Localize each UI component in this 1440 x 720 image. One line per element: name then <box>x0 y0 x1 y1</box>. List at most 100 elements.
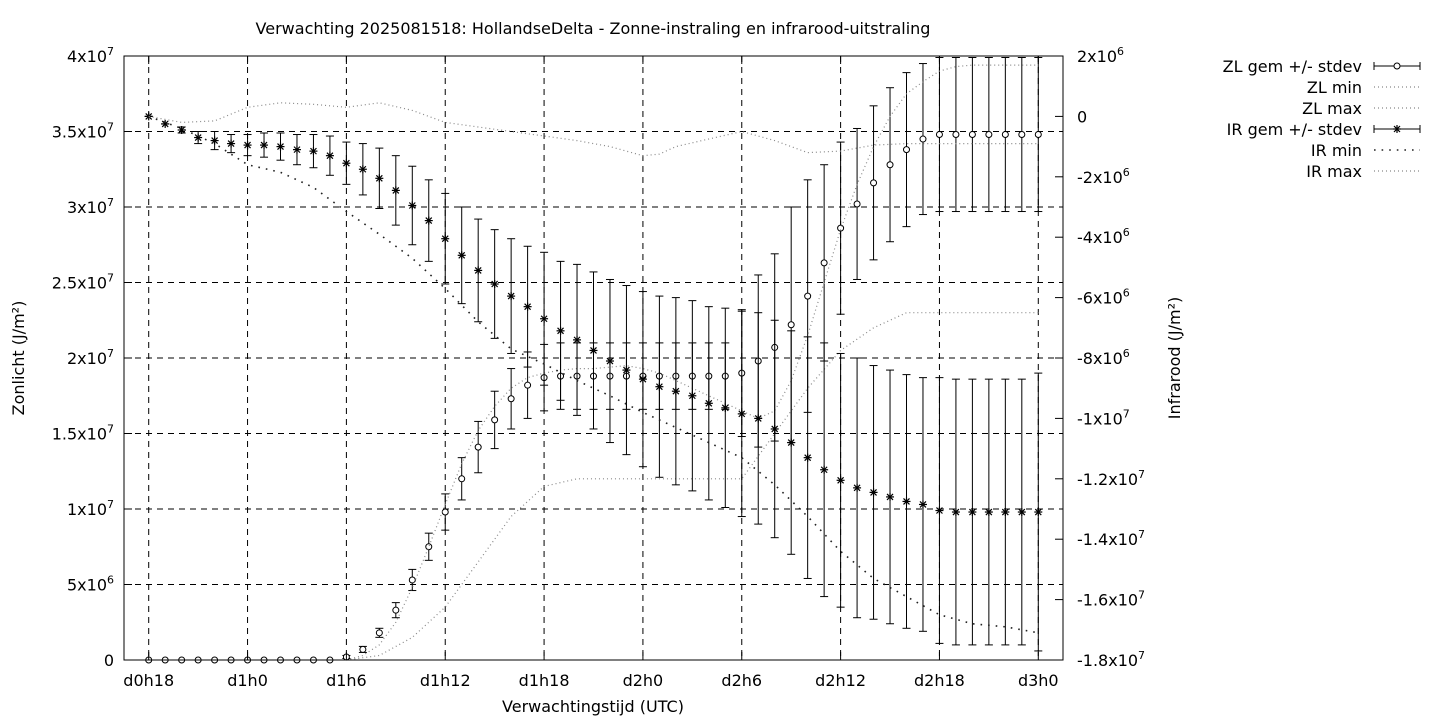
star-stroke <box>458 251 466 259</box>
data-point <box>754 414 763 423</box>
legend-marker <box>1393 125 1401 133</box>
data-point <box>787 438 796 447</box>
y2-tick-label-mantissa: -6x10 <box>1077 289 1123 308</box>
y-tick-label-exponent: 7 <box>107 347 114 360</box>
x-tick-label: d2h18 <box>914 671 965 690</box>
series-line-4 <box>148 115 1039 634</box>
data-point <box>804 292 812 300</box>
legend-marker <box>1393 62 1401 70</box>
y-axis-tick-labels: 05x1061x1071.5x1072x1072.5x1073x1073.5x1… <box>52 45 114 670</box>
y2-tick-label: -2x106 <box>1077 166 1130 187</box>
data-point <box>638 375 647 384</box>
data-point <box>507 395 515 403</box>
star-stroke <box>787 439 795 446</box>
x-tick-label: d2h12 <box>815 671 866 690</box>
data-point <box>902 497 911 506</box>
star-stroke <box>244 141 251 149</box>
x-tick-label: d1h0 <box>227 671 268 690</box>
data-point <box>770 424 779 433</box>
data-point <box>194 133 203 142</box>
data-point <box>820 465 829 474</box>
legend-label: ZL min <box>1307 78 1362 97</box>
star-stroke <box>408 202 416 209</box>
y-tick-label: 1x107 <box>67 498 114 519</box>
star-stroke <box>507 292 515 300</box>
data-point <box>342 159 351 168</box>
data-point <box>737 409 746 418</box>
y2-tick-label-mantissa: -1.4x10 <box>1077 530 1138 549</box>
data-point <box>968 508 977 517</box>
star-stroke <box>277 143 284 151</box>
star-stroke <box>705 399 713 407</box>
star-stroke <box>1393 125 1401 133</box>
star-stroke <box>853 484 861 492</box>
star-stroke <box>985 508 993 516</box>
star-stroke <box>1034 508 1042 516</box>
data-point <box>309 147 318 156</box>
y2-tick-label: -4x106 <box>1077 226 1130 247</box>
star-stroke <box>524 303 532 311</box>
y-tick-label-mantissa: 3x10 <box>67 198 107 217</box>
legend-entry: IR min <box>1311 141 1420 160</box>
star-stroke <box>474 266 482 274</box>
y-tick-label-mantissa: 1x10 <box>67 500 107 519</box>
y-tick-label: 2.5x107 <box>52 272 114 293</box>
star-stroke <box>310 147 317 155</box>
data-point <box>803 453 812 462</box>
star-stroke <box>886 493 894 501</box>
legend-entry: IR max <box>1306 162 1420 181</box>
data-point <box>605 357 614 366</box>
data-point <box>886 161 894 169</box>
y2-tick-label-exponent: 7 <box>1138 468 1145 481</box>
data-point <box>243 141 252 150</box>
data-point <box>1017 508 1026 517</box>
x-axis-title: Verwachtingstijd (UTC) <box>502 697 684 716</box>
y2-tick-label-exponent: 7 <box>1123 407 1130 420</box>
data-point <box>161 119 170 128</box>
star-stroke <box>1001 508 1009 516</box>
data-point <box>820 259 828 267</box>
star-stroke <box>491 280 499 288</box>
data-point <box>325 151 334 160</box>
data-point <box>1034 131 1042 139</box>
star-stroke <box>194 134 202 141</box>
data-point <box>540 314 549 323</box>
star-stroke <box>870 488 877 496</box>
star-stroke <box>721 404 729 412</box>
legend-label: IR max <box>1306 162 1362 181</box>
data-point <box>721 403 730 412</box>
y2-tick-label-exponent: 6 <box>1123 166 1130 179</box>
y-tick-label: 2x107 <box>67 347 114 368</box>
legend-label: ZL max <box>1302 99 1362 118</box>
data-point <box>375 174 384 183</box>
data-point <box>870 179 878 187</box>
data-point <box>474 443 482 451</box>
star-stroke <box>820 466 828 474</box>
y2-tick-label-mantissa: 2x10 <box>1077 47 1117 66</box>
star-stroke <box>425 217 433 225</box>
y2-tick-label: -1x107 <box>1077 407 1130 428</box>
y-tick-label-exponent: 7 <box>107 498 114 511</box>
data-point <box>853 483 862 492</box>
ir-errorbar-series <box>144 112 1043 652</box>
legend-entry: ZL gem +/- stdev <box>1223 57 1421 76</box>
y2-tick-label: -1.6x107 <box>1077 589 1145 610</box>
x-tick-label: d1h12 <box>420 671 471 690</box>
x-tick-label: d1h6 <box>326 671 367 690</box>
tick-marks <box>124 55 1063 661</box>
data-point <box>491 416 499 424</box>
data-point <box>375 629 383 637</box>
data-point <box>227 139 236 148</box>
y2-tick-label: -6x106 <box>1077 287 1130 308</box>
y-tick-label-exponent: 7 <box>107 196 114 209</box>
star-stroke <box>326 152 334 160</box>
y2-tick-label: -1.2x107 <box>1077 468 1145 489</box>
star-stroke <box>161 120 169 128</box>
y2-tick-label-mantissa: -4x10 <box>1077 228 1123 247</box>
data-point <box>869 488 878 497</box>
y2-tick-label-exponent: 7 <box>1138 528 1145 541</box>
y-tick-label: 4x107 <box>67 45 114 66</box>
y-tick-label: 5x106 <box>67 574 114 595</box>
data-point <box>919 135 927 143</box>
